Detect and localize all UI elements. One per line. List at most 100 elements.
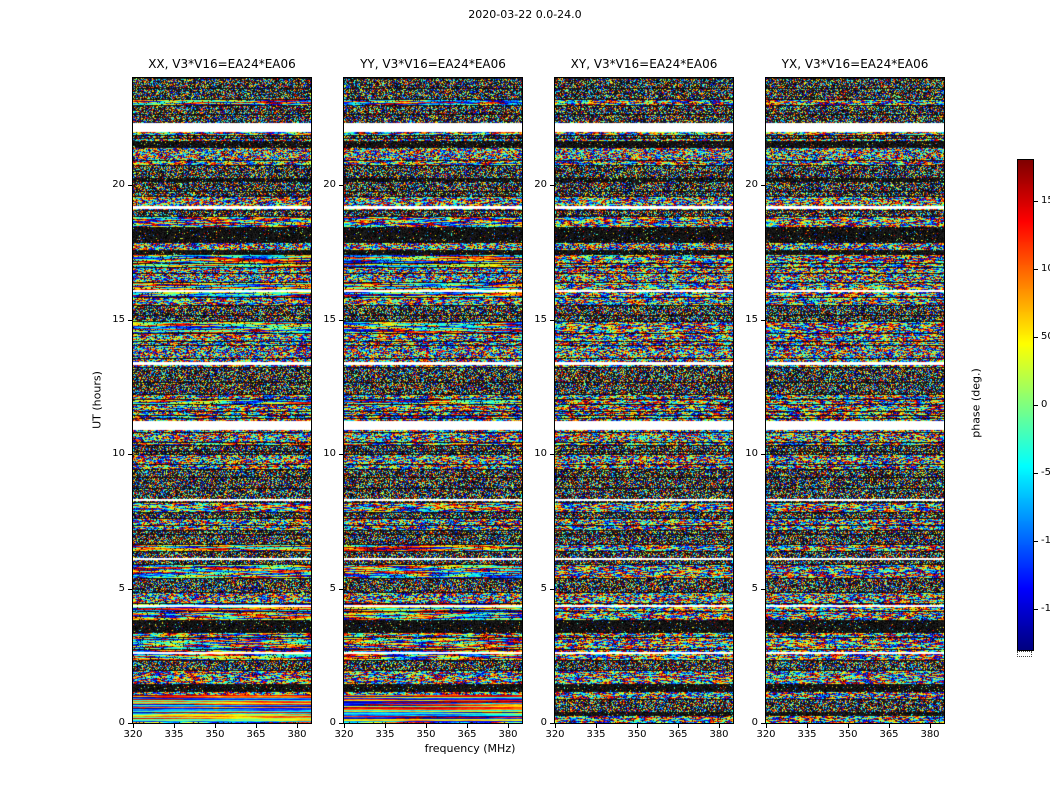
phase-heatmap-panel xyxy=(765,77,945,724)
y-tick-label: 10 xyxy=(534,448,547,459)
x-tick-label: 380 xyxy=(498,729,518,740)
x-tick-label: 350 xyxy=(205,729,225,740)
phase-heatmap-canvas xyxy=(766,78,944,723)
colorbar-tick-mark xyxy=(1034,269,1038,270)
y-tick-label: 0 xyxy=(329,717,336,728)
y-tick-mark xyxy=(550,723,554,724)
x-tick-mark xyxy=(596,724,597,728)
phase-heatmap-canvas xyxy=(555,78,733,723)
figure-title: 2020-03-22 0.0-24.0 xyxy=(468,8,582,21)
x-tick-mark xyxy=(848,724,849,728)
colorbar-tick-mark xyxy=(1034,201,1038,202)
y-tick-label: 15 xyxy=(323,314,336,325)
y-tick-label: 10 xyxy=(323,448,336,459)
x-axis-label: frequency (MHz) xyxy=(424,742,516,755)
y-tick-mark xyxy=(339,185,343,186)
x-tick-label: 350 xyxy=(416,729,436,740)
x-tick-mark xyxy=(637,724,638,728)
y-tick-mark xyxy=(550,589,554,590)
colorbar-tick-mark xyxy=(1034,337,1038,338)
x-tick-mark xyxy=(807,724,808,728)
y-tick-label: 5 xyxy=(540,583,547,594)
phase-heatmap-panel xyxy=(554,77,734,724)
y-tick-label: 15 xyxy=(534,314,547,325)
y-tick-mark xyxy=(761,185,765,186)
x-tick-label: 380 xyxy=(287,729,307,740)
x-tick-mark xyxy=(766,724,767,728)
colorbar-label: phase (deg.) xyxy=(969,368,983,438)
y-tick-mark xyxy=(761,320,765,321)
y-tick-mark xyxy=(339,320,343,321)
y-tick-mark xyxy=(761,723,765,724)
x-tick-label: 320 xyxy=(123,729,143,740)
colorbar-tick-label: 100 xyxy=(1041,263,1050,274)
x-tick-mark xyxy=(508,724,509,728)
colorbar-tick-label: 0 xyxy=(1041,399,1048,410)
x-tick-label: 365 xyxy=(668,729,688,740)
y-tick-label: 10 xyxy=(745,448,758,459)
y-tick-label: 20 xyxy=(534,179,547,190)
phase-heatmap-canvas xyxy=(133,78,311,723)
x-tick-mark xyxy=(344,724,345,728)
x-tick-label: 320 xyxy=(545,729,565,740)
x-tick-mark xyxy=(297,724,298,728)
y-tick-label: 10 xyxy=(112,448,125,459)
x-tick-label: 335 xyxy=(797,729,817,740)
x-tick-label: 335 xyxy=(586,729,606,740)
panel-title: YY, V3*V16=EA24*EA06 xyxy=(360,57,506,71)
y-tick-mark xyxy=(550,320,554,321)
phase-heatmap-panel xyxy=(132,77,312,724)
x-tick-label: 350 xyxy=(627,729,647,740)
colorbar-tick-mark xyxy=(1034,609,1038,610)
y-tick-label: 15 xyxy=(745,314,758,325)
x-tick-mark xyxy=(555,724,556,728)
y-tick-label: 5 xyxy=(751,583,758,594)
y-tick-label: 5 xyxy=(118,583,125,594)
x-tick-mark xyxy=(889,724,890,728)
phase-heatmap-panel xyxy=(343,77,523,724)
colorbar-tick-label: 150 xyxy=(1041,195,1050,206)
x-tick-label: 350 xyxy=(838,729,858,740)
y-tick-mark xyxy=(128,589,132,590)
panel-title: XX, V3*V16=EA24*EA06 xyxy=(148,57,296,71)
x-tick-label: 380 xyxy=(709,729,729,740)
x-tick-mark xyxy=(256,724,257,728)
x-tick-label: 335 xyxy=(164,729,184,740)
x-tick-mark xyxy=(467,724,468,728)
x-tick-mark xyxy=(426,724,427,728)
y-tick-mark xyxy=(128,454,132,455)
y-tick-mark xyxy=(761,589,765,590)
y-tick-mark xyxy=(339,589,343,590)
x-tick-label: 365 xyxy=(246,729,266,740)
colorbar-gradient-canvas xyxy=(1018,160,1033,650)
x-tick-mark xyxy=(719,724,720,728)
y-tick-label: 20 xyxy=(323,179,336,190)
panel-title: XY, V3*V16=EA24*EA06 xyxy=(570,57,718,71)
y-tick-mark xyxy=(128,320,132,321)
y-tick-mark xyxy=(339,723,343,724)
y-tick-label: 20 xyxy=(745,179,758,190)
y-tick-mark xyxy=(339,454,343,455)
colorbar-tick-label: -50 xyxy=(1041,467,1050,478)
x-tick-mark xyxy=(133,724,134,728)
colorbar-tick-mark xyxy=(1034,541,1038,542)
x-tick-mark xyxy=(215,724,216,728)
x-tick-mark xyxy=(174,724,175,728)
y-tick-mark xyxy=(128,723,132,724)
colorbar-gradient xyxy=(1017,159,1034,651)
colorbar-under-extension xyxy=(1017,651,1032,657)
y-tick-label: 0 xyxy=(751,717,758,728)
x-tick-mark xyxy=(385,724,386,728)
y-tick-mark xyxy=(761,454,765,455)
colorbar-tick-label: -150 xyxy=(1041,603,1050,614)
x-tick-mark xyxy=(930,724,931,728)
x-tick-mark xyxy=(678,724,679,728)
y-tick-label: 0 xyxy=(118,717,125,728)
x-tick-label: 365 xyxy=(457,729,477,740)
x-tick-label: 320 xyxy=(756,729,776,740)
y-tick-mark xyxy=(550,185,554,186)
y-tick-label: 0 xyxy=(540,717,547,728)
